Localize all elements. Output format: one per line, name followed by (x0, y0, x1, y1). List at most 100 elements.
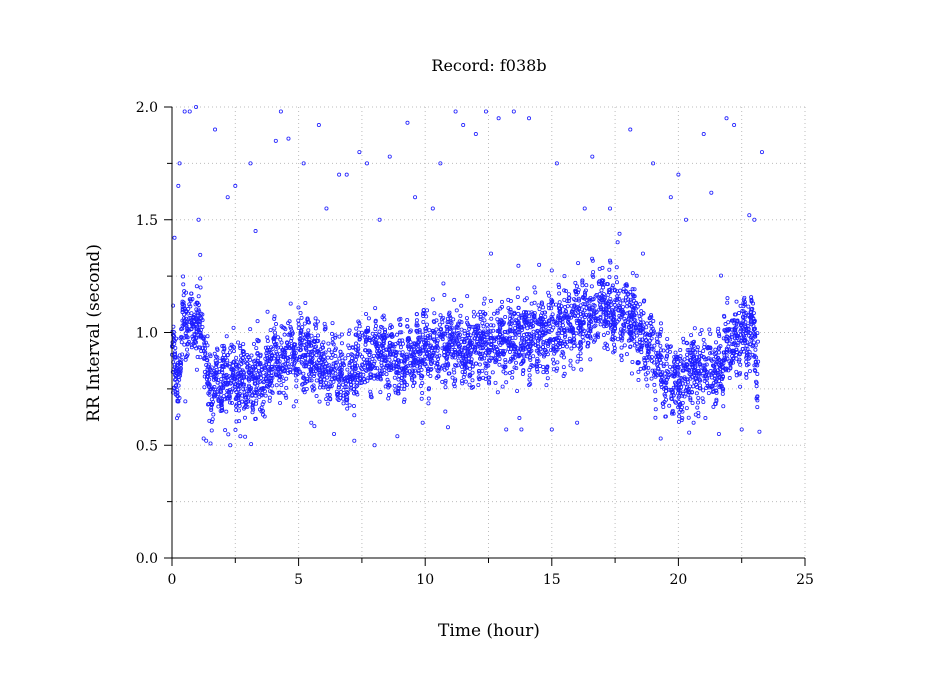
data-point (671, 393, 676, 398)
data-point (268, 328, 273, 333)
data-point (347, 379, 352, 384)
data-point (624, 352, 629, 357)
data-point (267, 347, 272, 352)
data-point (419, 367, 424, 372)
data-point (368, 375, 373, 380)
data-point (293, 342, 298, 347)
data-point (618, 288, 623, 293)
data-point (462, 340, 467, 345)
data-point (367, 336, 372, 341)
data-point (246, 355, 251, 360)
data-point (391, 366, 396, 371)
data-point (597, 279, 602, 284)
data-point (198, 252, 203, 257)
data-point (613, 321, 618, 326)
data-point (632, 343, 637, 348)
data-point (539, 320, 544, 325)
data-point (190, 322, 195, 327)
data-point (270, 383, 275, 388)
data-point (590, 154, 595, 159)
data-point (180, 352, 185, 357)
data-point (314, 394, 319, 399)
data-point (204, 355, 209, 360)
data-point (234, 408, 239, 413)
data-point (454, 308, 459, 313)
data-point (578, 357, 583, 362)
data-point (223, 428, 228, 433)
data-point (452, 370, 457, 375)
data-point (692, 354, 697, 359)
data-point (435, 348, 440, 353)
data-point (357, 335, 362, 340)
data-point (633, 325, 638, 330)
data-point (558, 318, 563, 323)
data-point (378, 324, 383, 329)
data-point (592, 312, 597, 317)
data-point (219, 398, 224, 403)
data-point (445, 425, 450, 430)
data-point (635, 346, 640, 351)
data-point (272, 314, 277, 319)
data-point (411, 383, 416, 388)
data-point (198, 345, 203, 350)
data-point (386, 385, 391, 390)
data-point (440, 337, 445, 342)
data-point (541, 305, 546, 310)
data-point (412, 350, 417, 355)
data-point (515, 388, 520, 393)
data-point (659, 382, 664, 387)
data-point (259, 375, 264, 380)
data-point (408, 345, 413, 350)
data-point (728, 366, 733, 371)
data-point (173, 384, 178, 389)
data-point (739, 349, 744, 354)
data-point (173, 377, 178, 382)
data-point (438, 313, 443, 318)
data-point (732, 123, 737, 128)
data-point (507, 309, 512, 314)
data-point (669, 393, 674, 398)
data-point (675, 360, 680, 365)
data-point (195, 355, 200, 360)
data-point (667, 349, 672, 354)
chart-title: Record: f038b (431, 56, 546, 75)
data-point (534, 362, 539, 367)
data-point (645, 370, 650, 375)
data-point (329, 355, 334, 360)
data-point (181, 293, 186, 298)
data-point (527, 331, 532, 336)
data-point (640, 337, 645, 342)
data-point (372, 334, 377, 339)
data-point (224, 375, 229, 380)
data-point (732, 340, 737, 345)
data-point (601, 278, 606, 283)
data-point (269, 379, 274, 384)
data-point (579, 341, 584, 346)
data-point (587, 305, 592, 310)
data-point (426, 366, 431, 371)
data-point (537, 262, 542, 267)
data-point (470, 370, 475, 375)
data-point (269, 389, 274, 394)
data-point (352, 438, 357, 443)
data-point (329, 373, 334, 378)
data-point (591, 339, 596, 344)
data-point (637, 340, 642, 345)
data-point (619, 345, 624, 350)
data-point (535, 328, 540, 333)
data-point (414, 312, 419, 317)
data-point (427, 386, 432, 391)
data-point (579, 367, 584, 372)
data-point (556, 335, 561, 340)
data-point (743, 320, 748, 325)
data-point (551, 357, 556, 362)
data-point (695, 369, 700, 374)
data-point (477, 377, 482, 382)
data-point (181, 316, 186, 321)
data-point (396, 365, 401, 370)
data-point (619, 338, 624, 343)
data-point (253, 390, 258, 395)
data-point (664, 361, 669, 366)
data-point (620, 304, 625, 309)
data-point (316, 123, 321, 128)
